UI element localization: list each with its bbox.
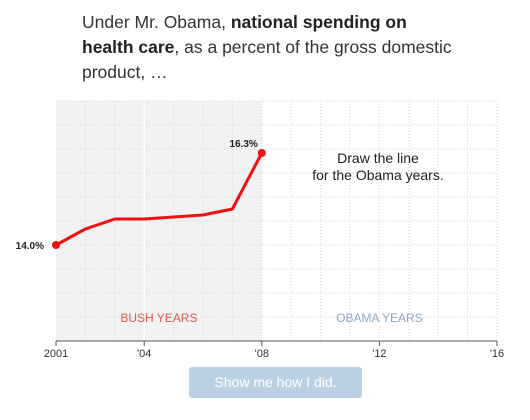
headline-tail: , as a percent of the gross domestic pro…: [82, 37, 452, 82]
data-point: [52, 241, 60, 249]
draw-prompt-line: for the Obama years.: [312, 167, 444, 183]
start-value-label: 14.0%: [16, 241, 44, 252]
headline-bold: national spending on health care: [82, 12, 407, 57]
x-tick-label: '04: [137, 348, 151, 360]
bush-years-label: BUSH YEARS: [120, 311, 197, 325]
draw-prompt-line: Draw the line: [337, 150, 419, 166]
x-tick-label: 2001: [44, 348, 68, 360]
chart[interactable]: 2001 '04 '08 '12 '16 BUSH YEARS OBAMA YEARS Dra…: [0, 0, 530, 360]
headline-lead: Under Mr. Obama,: [82, 12, 231, 32]
headline: Under Mr. Obama, national spending on he…: [82, 10, 462, 85]
x-tick-label: '08: [255, 348, 269, 360]
series-line: [54, 151, 264, 247]
obama-years-label: OBAMA YEARS: [336, 311, 422, 325]
data-point: [257, 149, 266, 157]
x-tick-label: '16: [490, 348, 504, 360]
show-me-how-i-did-button[interactable]: Show me how I did.: [189, 367, 362, 398]
end-value-label: 16.3%: [229, 139, 257, 150]
x-tick-label: '12: [372, 348, 386, 360]
